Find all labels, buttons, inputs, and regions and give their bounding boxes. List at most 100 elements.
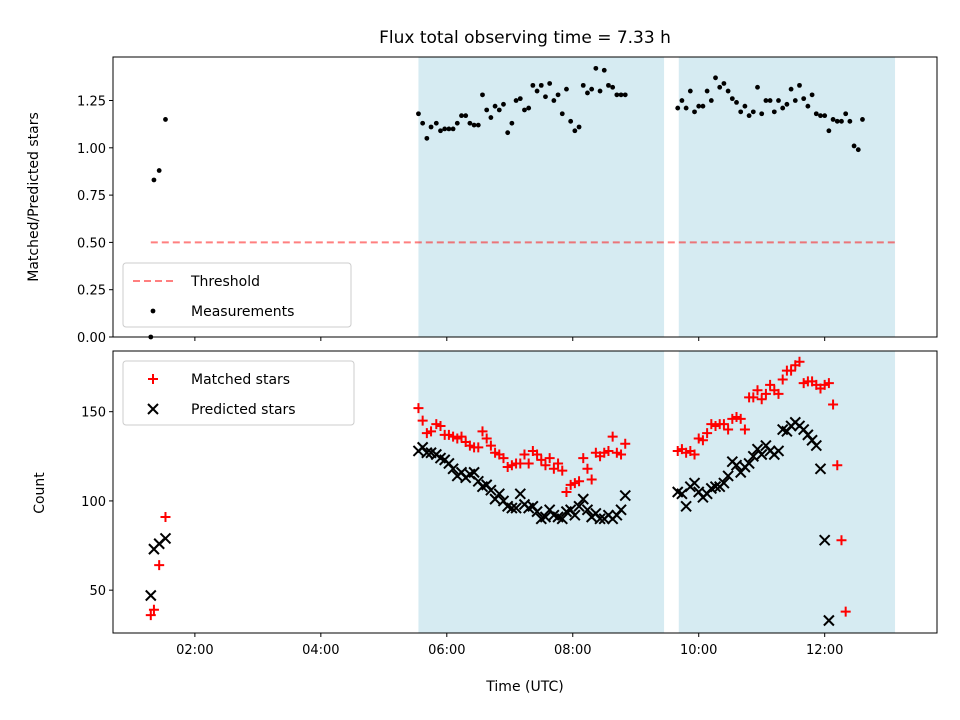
measurement-point [729,96,735,102]
measurement-point [446,126,452,132]
top-y-tick-label: 0.00 [77,331,106,346]
measurement-point [855,147,861,153]
measurement-point [492,103,498,109]
top-y-tick-label: 1.00 [77,142,106,157]
measurement-point [700,103,706,109]
legend-measurements-swatch [150,308,156,314]
matched-stars-point [536,454,547,465]
matched-stars-point [586,474,597,485]
predicted-stars-point [818,534,831,546]
matched-stars-point [485,440,496,451]
bottom-series-matched-stars [145,356,851,621]
measurement-point [505,130,511,136]
matched-stars-point [481,433,492,444]
bottom-legend-label: Predicted stars [191,402,296,418]
measurement-point [780,105,786,111]
measurement-point [746,113,752,119]
measurement-point [484,107,490,113]
measurement-point [522,107,527,113]
measurement-point [480,92,485,98]
bottom-y-axis-label: Count [32,472,48,514]
measurement-point [713,75,718,81]
bottom-y-tick-label: 150 [81,406,106,421]
predicted-stars-point [743,457,755,470]
measurement-point [538,82,544,88]
measurement-point [526,105,532,111]
predicted-stars-point [680,500,692,512]
predicted-stars-point [709,480,722,493]
matched-stars-point [777,374,788,385]
predicted-stars-point [531,505,543,518]
matched-stars-point [544,453,555,464]
measurement-point [580,82,586,88]
measurement-point [151,177,157,183]
measurement-point [826,128,832,134]
measurement-point [755,84,760,90]
bottom-y-tick-label: 50 [89,584,106,599]
matched-stars-point [477,426,488,437]
matched-stars-point [557,465,568,476]
measurement-point [742,103,748,109]
bottom-axes-frame [112,350,938,634]
matched-stars-point [561,487,572,497]
top-y-tick-label: 0.25 [77,284,106,299]
bottom-legend: Matched stars Predicted stars [122,360,355,426]
top-y-tick-label: 0.75 [77,189,106,204]
measurement-point [488,115,494,120]
matched-stars-point [739,424,750,435]
chart-title: Flux total observing time = 7.33 h [379,28,671,48]
x-tick-label: 02:00 [176,643,213,658]
top-axes-frame [112,56,938,338]
measurement-point [517,96,523,102]
matched-stars-point [523,458,534,469]
predicted-stars-point [823,614,835,627]
predicted-stars-point [421,447,433,459]
measurement-point [771,109,777,115]
x-tick-label: 04:00 [302,643,339,658]
measurement-point [530,82,536,88]
matched-stars-point [578,453,589,464]
top-plot-measurements-ratio: 0.00 0.25 0.50 0.75 1.00 1.25 Threshold Measure… [77,56,938,346]
top-legend: Threshold Measurements [122,262,352,328]
predicted-stars-point [688,477,701,489]
measurement-point [547,81,553,86]
predicted-stars-point [506,502,518,514]
measurement-point [776,98,781,103]
measurement-point [692,109,697,115]
measurement-point [696,103,702,109]
predicted-stars-point [772,445,785,457]
predicted-stars-point [615,504,627,516]
measurement-point [738,109,744,115]
measurement-point [555,92,561,98]
matched-stars-point [540,460,551,471]
matched-stars-point [426,426,437,437]
predicted-stars-point [159,532,172,545]
measurement-point [585,90,590,96]
predicted-stars-point [810,439,822,452]
matched-stars-point [413,403,424,414]
measurement-point [834,118,840,124]
measurement-point [750,109,756,115]
measurement-point [454,120,460,126]
measurement-point [860,117,865,122]
matched-stars-point [574,476,585,487]
measurement-point [618,92,624,98]
measurement-point [450,126,456,132]
measurement-point [847,118,853,124]
matched-stars-point [616,449,627,460]
predicted-stars-point [569,509,581,521]
predicted-stars-point [145,589,157,602]
measurement-point [593,65,599,71]
matched-stars-point [689,449,700,460]
predicted-stars-point [573,500,585,512]
matched-stars-point [145,610,156,621]
matched-stars-point [498,453,509,464]
matched-stars-point [760,388,771,399]
top-y-axis-label: Matched/Predicted stars [26,112,42,282]
measurement-point [683,105,689,111]
measurement-point [463,113,469,119]
top-legend-label: Measurements [191,304,294,320]
measurement-point [843,111,849,117]
top-legend-box [122,262,352,328]
predicted-stars-point [447,463,459,475]
